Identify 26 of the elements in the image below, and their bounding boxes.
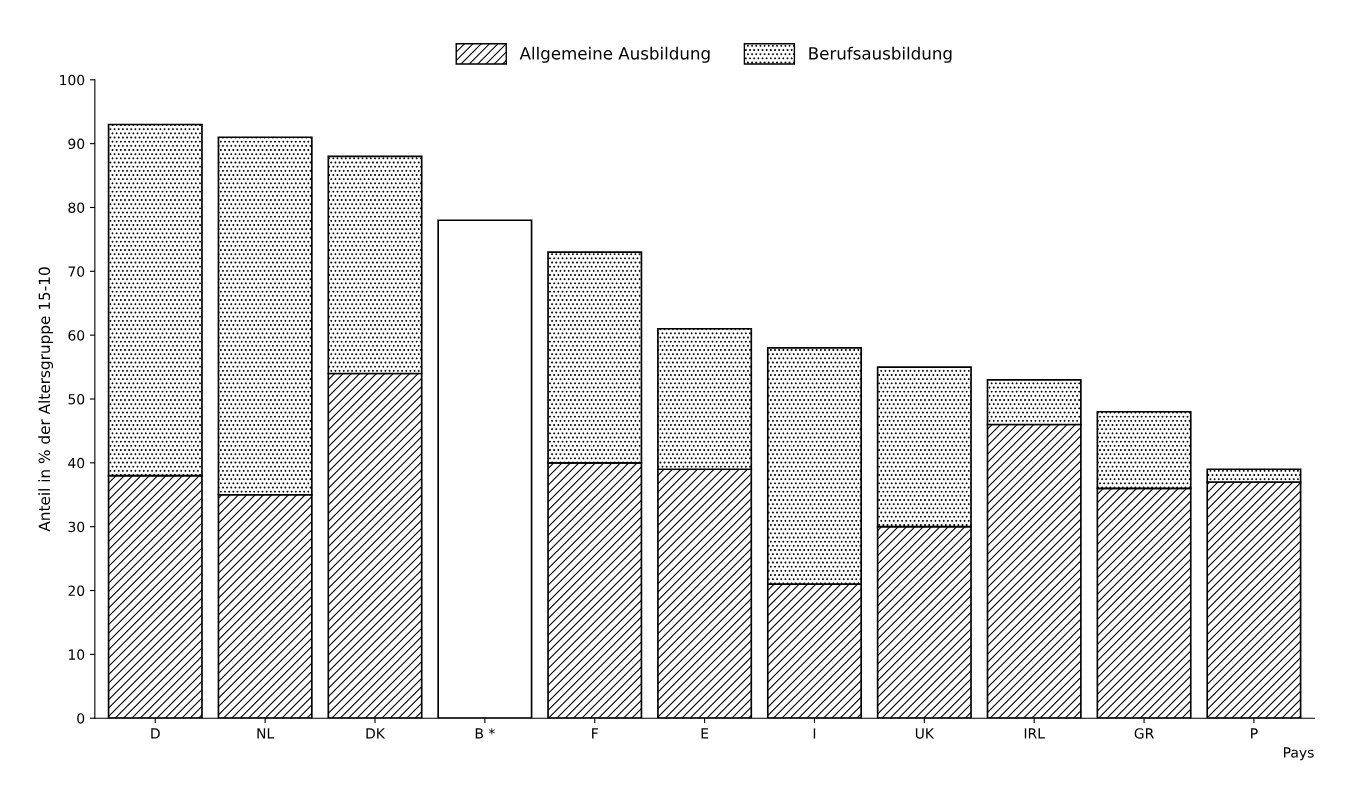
y-axis-title: Anteil in % der Altersgruppe 15-10 (38, 267, 54, 532)
x-tick-label: UK (915, 728, 935, 739)
y-tick-label: 80 (68, 202, 85, 213)
x-tick-label: I (813, 728, 816, 739)
x-tick-label: NL (257, 728, 275, 739)
x-tick-label: P (1251, 728, 1258, 739)
x-tick-label: DK (366, 728, 386, 739)
x-tick-label: GR (1134, 728, 1154, 739)
y-tick-label: 10 (68, 649, 85, 660)
y-tick-label: 0 (77, 713, 85, 724)
x-tick-label: F (592, 728, 598, 739)
y-tick-label: 40 (68, 457, 85, 469)
y-tick-label: 30 (68, 521, 85, 533)
y-tick-label: 50 (68, 393, 85, 405)
x-tick-label: IRL (1024, 728, 1045, 739)
y-tick-label: 60 (68, 330, 85, 341)
x-tick-label: B * (475, 728, 495, 739)
y-tick-label: 90 (68, 138, 85, 150)
legend-label: Berufsausbildung (809, 46, 952, 63)
x-tick-label: D (151, 728, 160, 739)
x-tick-label: E (701, 728, 709, 739)
y-tick-label: 70 (68, 266, 85, 277)
legend-label: Allgemeine Ausbildung (519, 46, 710, 63)
y-tick-label: 20 (68, 585, 85, 596)
x-axis-title: Pays (1284, 747, 1314, 761)
y-tick-label: 100 (60, 74, 85, 86)
